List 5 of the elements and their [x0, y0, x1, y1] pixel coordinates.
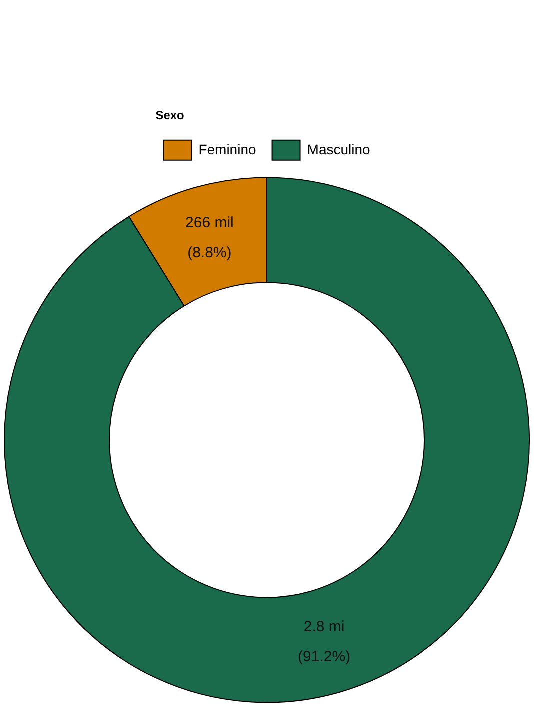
data-label: 2.8 mi (91.2%): [298, 618, 351, 666]
legend-label: Masculino: [307, 141, 371, 158]
legend-label: Feminino: [198, 141, 256, 158]
legend-title: Sexo: [156, 108, 184, 122]
data-label: 266 mil (8.8%): [186, 214, 234, 262]
